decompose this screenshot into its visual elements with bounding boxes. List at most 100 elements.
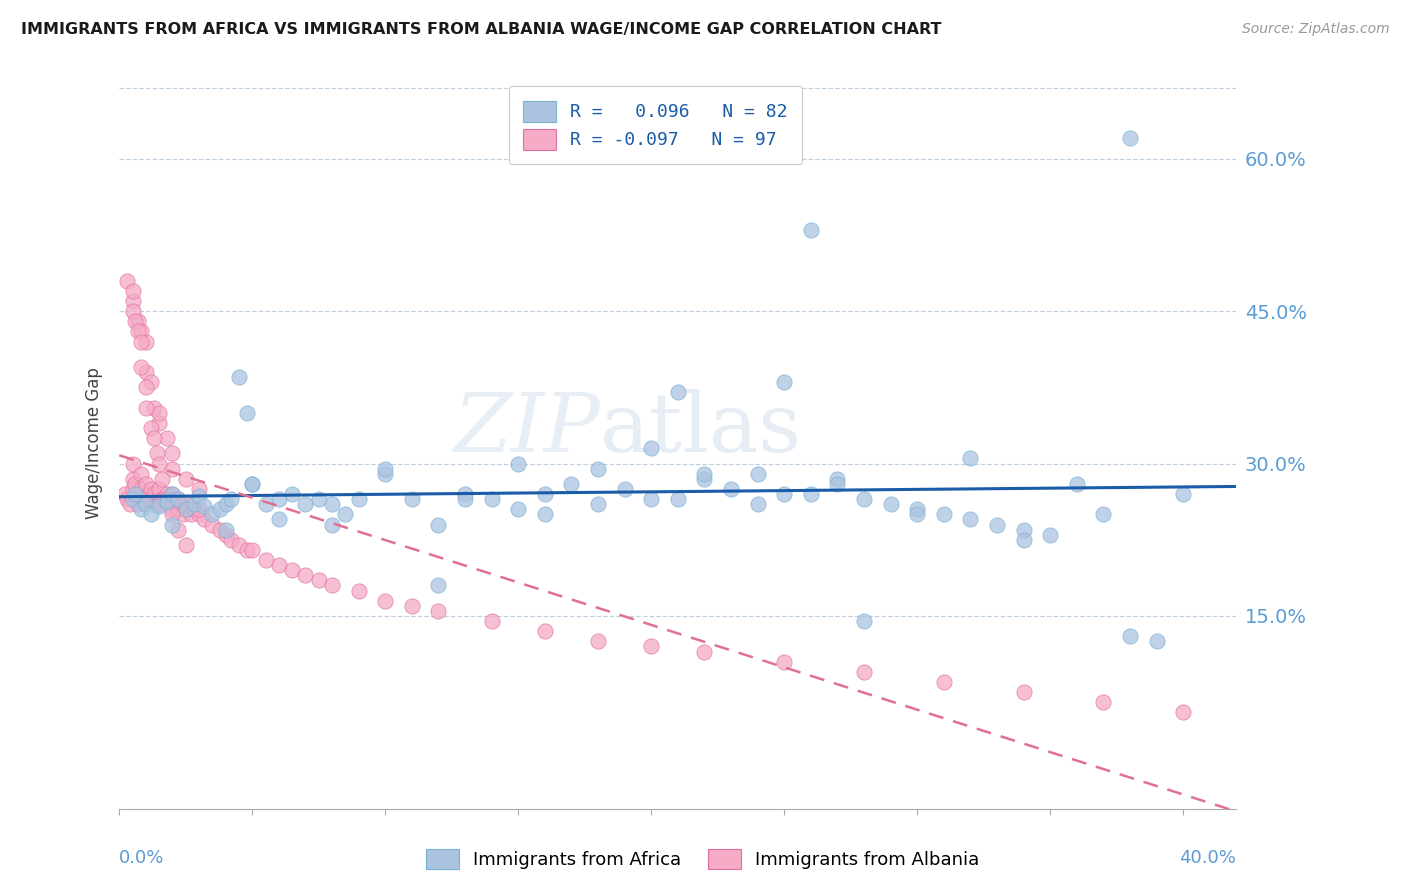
Text: ZIP: ZIP [453, 389, 599, 468]
Point [177, 502, 200, 516]
Point [174, 472, 197, 486]
Point [321, 578, 343, 592]
Point [1146, 634, 1168, 648]
Point [172, 508, 194, 522]
Point [141, 376, 163, 390]
Point [188, 508, 211, 522]
Text: Source: ZipAtlas.com: Source: ZipAtlas.com [1241, 22, 1389, 37]
Point [800, 223, 823, 237]
Point [201, 508, 224, 522]
Point [1119, 131, 1142, 145]
Point [932, 675, 955, 690]
Point [169, 497, 191, 511]
Point [153, 492, 176, 507]
Point [1012, 685, 1035, 699]
Point [481, 614, 503, 628]
Point [145, 446, 167, 460]
Point [162, 517, 184, 532]
Point [427, 604, 450, 618]
Point [335, 508, 357, 522]
Point [560, 476, 582, 491]
Point [427, 578, 450, 592]
Point [127, 497, 149, 511]
Point [267, 492, 290, 507]
Point [121, 293, 143, 308]
Point [986, 517, 1008, 532]
Point [148, 497, 170, 511]
Point [347, 492, 370, 507]
Point [1012, 523, 1035, 537]
Point [905, 502, 928, 516]
Point [129, 325, 152, 339]
Point [852, 614, 875, 628]
Point [193, 512, 215, 526]
Point [254, 553, 277, 567]
Point [141, 482, 163, 496]
Point [308, 492, 330, 507]
Point [294, 568, 316, 582]
Point [166, 523, 188, 537]
Point [666, 385, 689, 400]
Point [240, 542, 263, 557]
Point [174, 497, 197, 511]
Point [174, 538, 197, 552]
Point [150, 472, 173, 486]
Point [121, 482, 143, 496]
Point [932, 508, 955, 522]
Point [254, 497, 277, 511]
Point [374, 461, 396, 475]
Point [117, 274, 139, 288]
Point [666, 492, 689, 507]
Point [800, 487, 823, 501]
Point [156, 492, 179, 507]
Point [1171, 487, 1194, 501]
Point [156, 487, 179, 501]
Point [135, 497, 157, 511]
Point [180, 508, 202, 522]
Point [693, 644, 716, 658]
Point [156, 431, 179, 445]
Point [148, 406, 170, 420]
Point [141, 492, 163, 507]
Point [905, 508, 928, 522]
Point [127, 325, 149, 339]
Point [401, 599, 423, 613]
Point [148, 416, 170, 430]
Point [135, 401, 157, 415]
Point [148, 482, 170, 496]
Point [209, 523, 232, 537]
Point [141, 421, 163, 435]
Point [135, 380, 157, 394]
Point [118, 497, 141, 511]
Text: atlas: atlas [599, 389, 801, 468]
Point [693, 467, 716, 481]
Point [1092, 508, 1115, 522]
Point [852, 492, 875, 507]
Point [142, 401, 165, 415]
Point [228, 370, 250, 384]
Point [145, 497, 167, 511]
Point [427, 517, 450, 532]
Point [219, 533, 242, 547]
Point [166, 492, 188, 507]
Point [124, 314, 146, 328]
Point [129, 467, 152, 481]
Point [1119, 629, 1142, 643]
Point [240, 476, 263, 491]
Point [135, 365, 157, 379]
Point [773, 487, 796, 501]
Point [162, 487, 184, 501]
Point [183, 502, 205, 516]
Point [613, 482, 636, 496]
Point [166, 492, 188, 507]
Point [401, 492, 423, 507]
Text: 40.0%: 40.0% [1180, 849, 1236, 867]
Point [640, 492, 662, 507]
Point [454, 492, 477, 507]
Point [267, 512, 290, 526]
Point [209, 502, 232, 516]
Point [156, 495, 179, 509]
Point [162, 446, 184, 460]
Point [142, 431, 165, 445]
Point [148, 500, 170, 514]
